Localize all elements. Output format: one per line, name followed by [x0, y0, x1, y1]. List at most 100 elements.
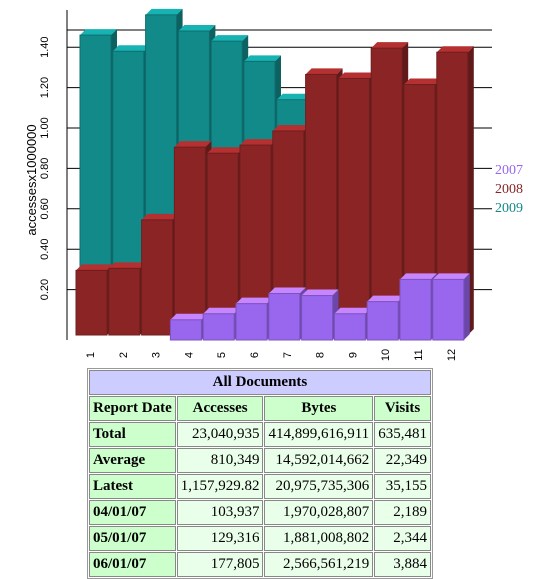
bar-side [467, 46, 474, 335]
bar-top [301, 289, 339, 296]
num-cell: 2,344 [374, 526, 431, 551]
bar [399, 273, 437, 341]
bar-top [276, 93, 314, 100]
bar-top [240, 139, 277, 146]
y-tick-label: 0.40 [39, 238, 51, 259]
head-cell: Visits [374, 396, 431, 421]
lab-cell: 05/01/07 [89, 526, 176, 551]
bar-top [334, 307, 372, 314]
x-tick-label: 9 [347, 352, 359, 358]
bar-top [371, 42, 409, 49]
num-cell: 414,899,616,911 [264, 422, 374, 447]
y-tick-label: 1.40 [39, 36, 51, 57]
num-cell: 129,316 [176, 526, 264, 551]
num-cell: 810,349 [176, 448, 264, 473]
bar-front [301, 295, 334, 341]
bar-top [80, 29, 117, 36]
x-tick-label: 11 [413, 349, 425, 360]
bar-front [141, 219, 174, 336]
num-cell: 635,481 [374, 422, 431, 447]
num-cell: 20,975,735,306 [264, 474, 374, 499]
x-tick-label: 1 [85, 352, 97, 358]
bar-top [367, 295, 405, 302]
bar-top [338, 72, 376, 79]
bar-front [268, 293, 301, 341]
bar [108, 262, 146, 336]
y-axis-label: accessesx1000000 [24, 124, 39, 235]
num-cell: 3,884 [374, 552, 431, 577]
x-tick-label: 3 [151, 352, 163, 358]
bar-top [272, 124, 310, 131]
bar-side [463, 273, 470, 340]
legend-entry: 2008 [495, 182, 523, 197]
bar-top [207, 147, 245, 154]
bar-top [112, 45, 150, 52]
bar-top [108, 262, 146, 269]
lab-cell: 06/01/07 [89, 552, 176, 577]
y-tick-label: 0.80 [39, 158, 51, 179]
bar-top [141, 213, 179, 220]
bar [268, 287, 306, 341]
bar-top [400, 273, 437, 280]
head-cell: Accesses [176, 396, 264, 421]
bar-top [244, 55, 281, 62]
bar-front [366, 301, 399, 341]
legend-entry: 2009 [495, 201, 523, 216]
bar-front [173, 146, 206, 336]
lab-cell: 04/01/07 [89, 500, 176, 525]
legend-entry: 2007 [495, 163, 523, 178]
x-tick-label: 2 [118, 352, 130, 358]
x-tick-label: 8 [315, 352, 327, 358]
bar-top [76, 264, 113, 271]
bar [141, 213, 179, 336]
bar [432, 273, 470, 341]
bar-top [203, 307, 241, 314]
num-cell: 1,970,028,807 [264, 500, 374, 525]
bar-front [75, 269, 108, 336]
bar-top [145, 8, 183, 15]
num-cell: 177,805 [176, 552, 264, 577]
bar [202, 307, 241, 341]
bar-front [333, 313, 366, 341]
bar-front [169, 319, 202, 341]
bar [337, 72, 376, 336]
x-tick-label: 7 [282, 352, 294, 358]
bar [75, 264, 113, 336]
bar [333, 307, 372, 341]
x-tick-label: 12 [446, 349, 458, 361]
bar-front [108, 267, 141, 336]
bar-top [211, 35, 249, 42]
num-cell: 1,881,008,802 [264, 526, 374, 551]
x-tick-label: 4 [183, 352, 195, 358]
lab-cell: Average [89, 448, 176, 473]
stats-table: All Documents Report Date Accesses Bytes Vis… [87, 368, 433, 579]
num-cell: 103,937 [176, 500, 264, 525]
head-cell: Report Date [89, 396, 176, 421]
page: {"chart_data": {"type": "bar3d", "y_labe… [24, 8, 523, 579]
x-tick-label: 6 [249, 352, 261, 358]
bar-top [436, 46, 474, 53]
bar-top [432, 273, 470, 280]
bar-top [170, 313, 208, 320]
bar-front [399, 278, 432, 341]
bar [173, 141, 212, 336]
x-tick-label: 10 [380, 349, 392, 361]
bar-top [305, 68, 343, 75]
num-cell: 1,157,929.82 [176, 474, 264, 499]
lab-cell: Total [89, 422, 176, 447]
bar-front [206, 152, 239, 336]
num-cell: 35,155 [374, 474, 431, 499]
bar-top [236, 297, 273, 304]
bar [366, 295, 405, 341]
bar-front [432, 278, 465, 341]
num-cell: 14,592,014,662 [264, 448, 374, 473]
num-cell: 22,349 [374, 448, 431, 473]
bar-top [174, 141, 212, 148]
bar-top [178, 25, 216, 32]
num-cell: 2,189 [374, 500, 431, 525]
chart: accessesx1000000 0.20 0.40 0.60 0.80 1.00 1.2… [24, 8, 523, 361]
num-cell: 23,040,935 [176, 422, 264, 447]
y-tick-label: 1.20 [39, 77, 51, 98]
y-tick-label: 1.00 [39, 117, 51, 138]
bar [235, 297, 273, 341]
